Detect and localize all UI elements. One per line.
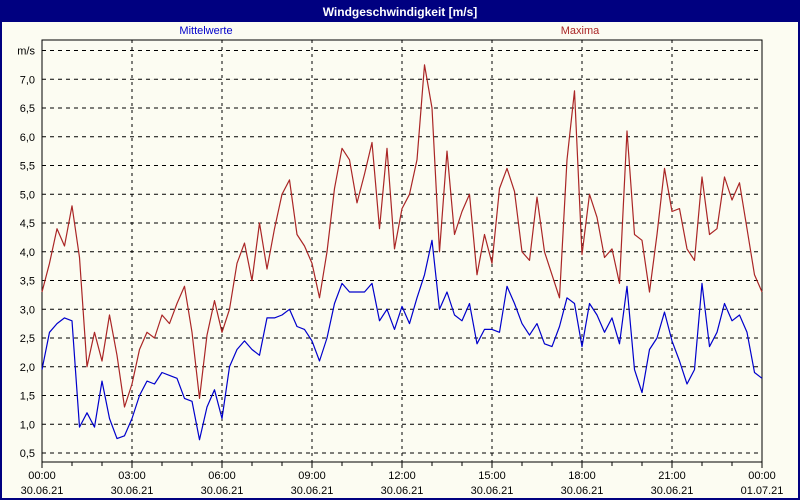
y-tick-label: 3,5 [20,276,35,288]
x-tick-date: 30.06.21 [561,485,604,497]
x-tick-time: 21:00 [658,470,686,482]
y-tick-label: 4,5 [20,218,35,230]
y-tick-label: 2,5 [20,333,35,345]
x-tick-date: 30.06.21 [111,485,154,497]
legend-maxima: Maxima [560,25,600,37]
y-tick-label: 6,0 [20,132,35,144]
x-tick-date: 30.06.21 [381,485,424,497]
x-axis-labels: 00:00 30.06.21 03:00 30.06.21 06:00 30.06.21 0… [21,470,784,497]
y-tick-label: 7,0 [20,74,35,86]
x-tick-date: 30.06.21 [651,485,694,497]
y-tick-label: 2,0 [20,362,35,374]
y-tick-label: 1,5 [20,391,35,403]
x-tick-date: 30.06.21 [471,485,514,497]
window-title: Windgeschwindigkeit [m/s] [322,5,478,19]
x-tick-time: 12:00 [388,470,416,482]
mittelwerte-line [41,239,763,441]
x-tick-time: 18:00 [568,470,596,482]
legend-mittelwerte: Mittelwerte [179,25,233,37]
y-tick-label: 5,5 [20,161,35,173]
x-tick-time: 06:00 [208,470,236,482]
title-bar: Windgeschwindigkeit [m/s] [2,2,798,22]
x-tick-date: 01.07.21 [741,485,784,497]
y-tick-label: 5,0 [20,189,35,201]
y-tick-label: 6,5 [20,103,35,115]
maxima-line [41,64,763,408]
x-tick-time: 00:00 [28,470,56,482]
y-tick-label: 0,5 [20,448,35,460]
y-axis-unit-label: m/s [17,46,35,58]
x-tick-date: 30.06.21 [21,485,64,497]
x-tick-time: 15:00 [478,470,506,482]
x-tick-time: 09:00 [298,470,326,482]
x-axis-ticks [41,462,763,468]
y-tick-label: 4,0 [20,247,35,259]
gridlines [42,40,762,462]
y-tick-label: 1,0 [20,419,35,431]
x-tick-date: 30.06.21 [201,485,244,497]
x-tick-date: 30.06.21 [291,485,334,497]
y-tick-label: 3,0 [20,304,35,316]
y-axis-labels: m/s 7,0 6,5 6,0 5,5 5,0 4,5 4,0 3,5 3,0 2,5 2,0 1,5 1… [17,46,35,461]
x-tick-time: 03:00 [118,470,146,482]
x-tick-time: 00:00 [748,470,776,482]
